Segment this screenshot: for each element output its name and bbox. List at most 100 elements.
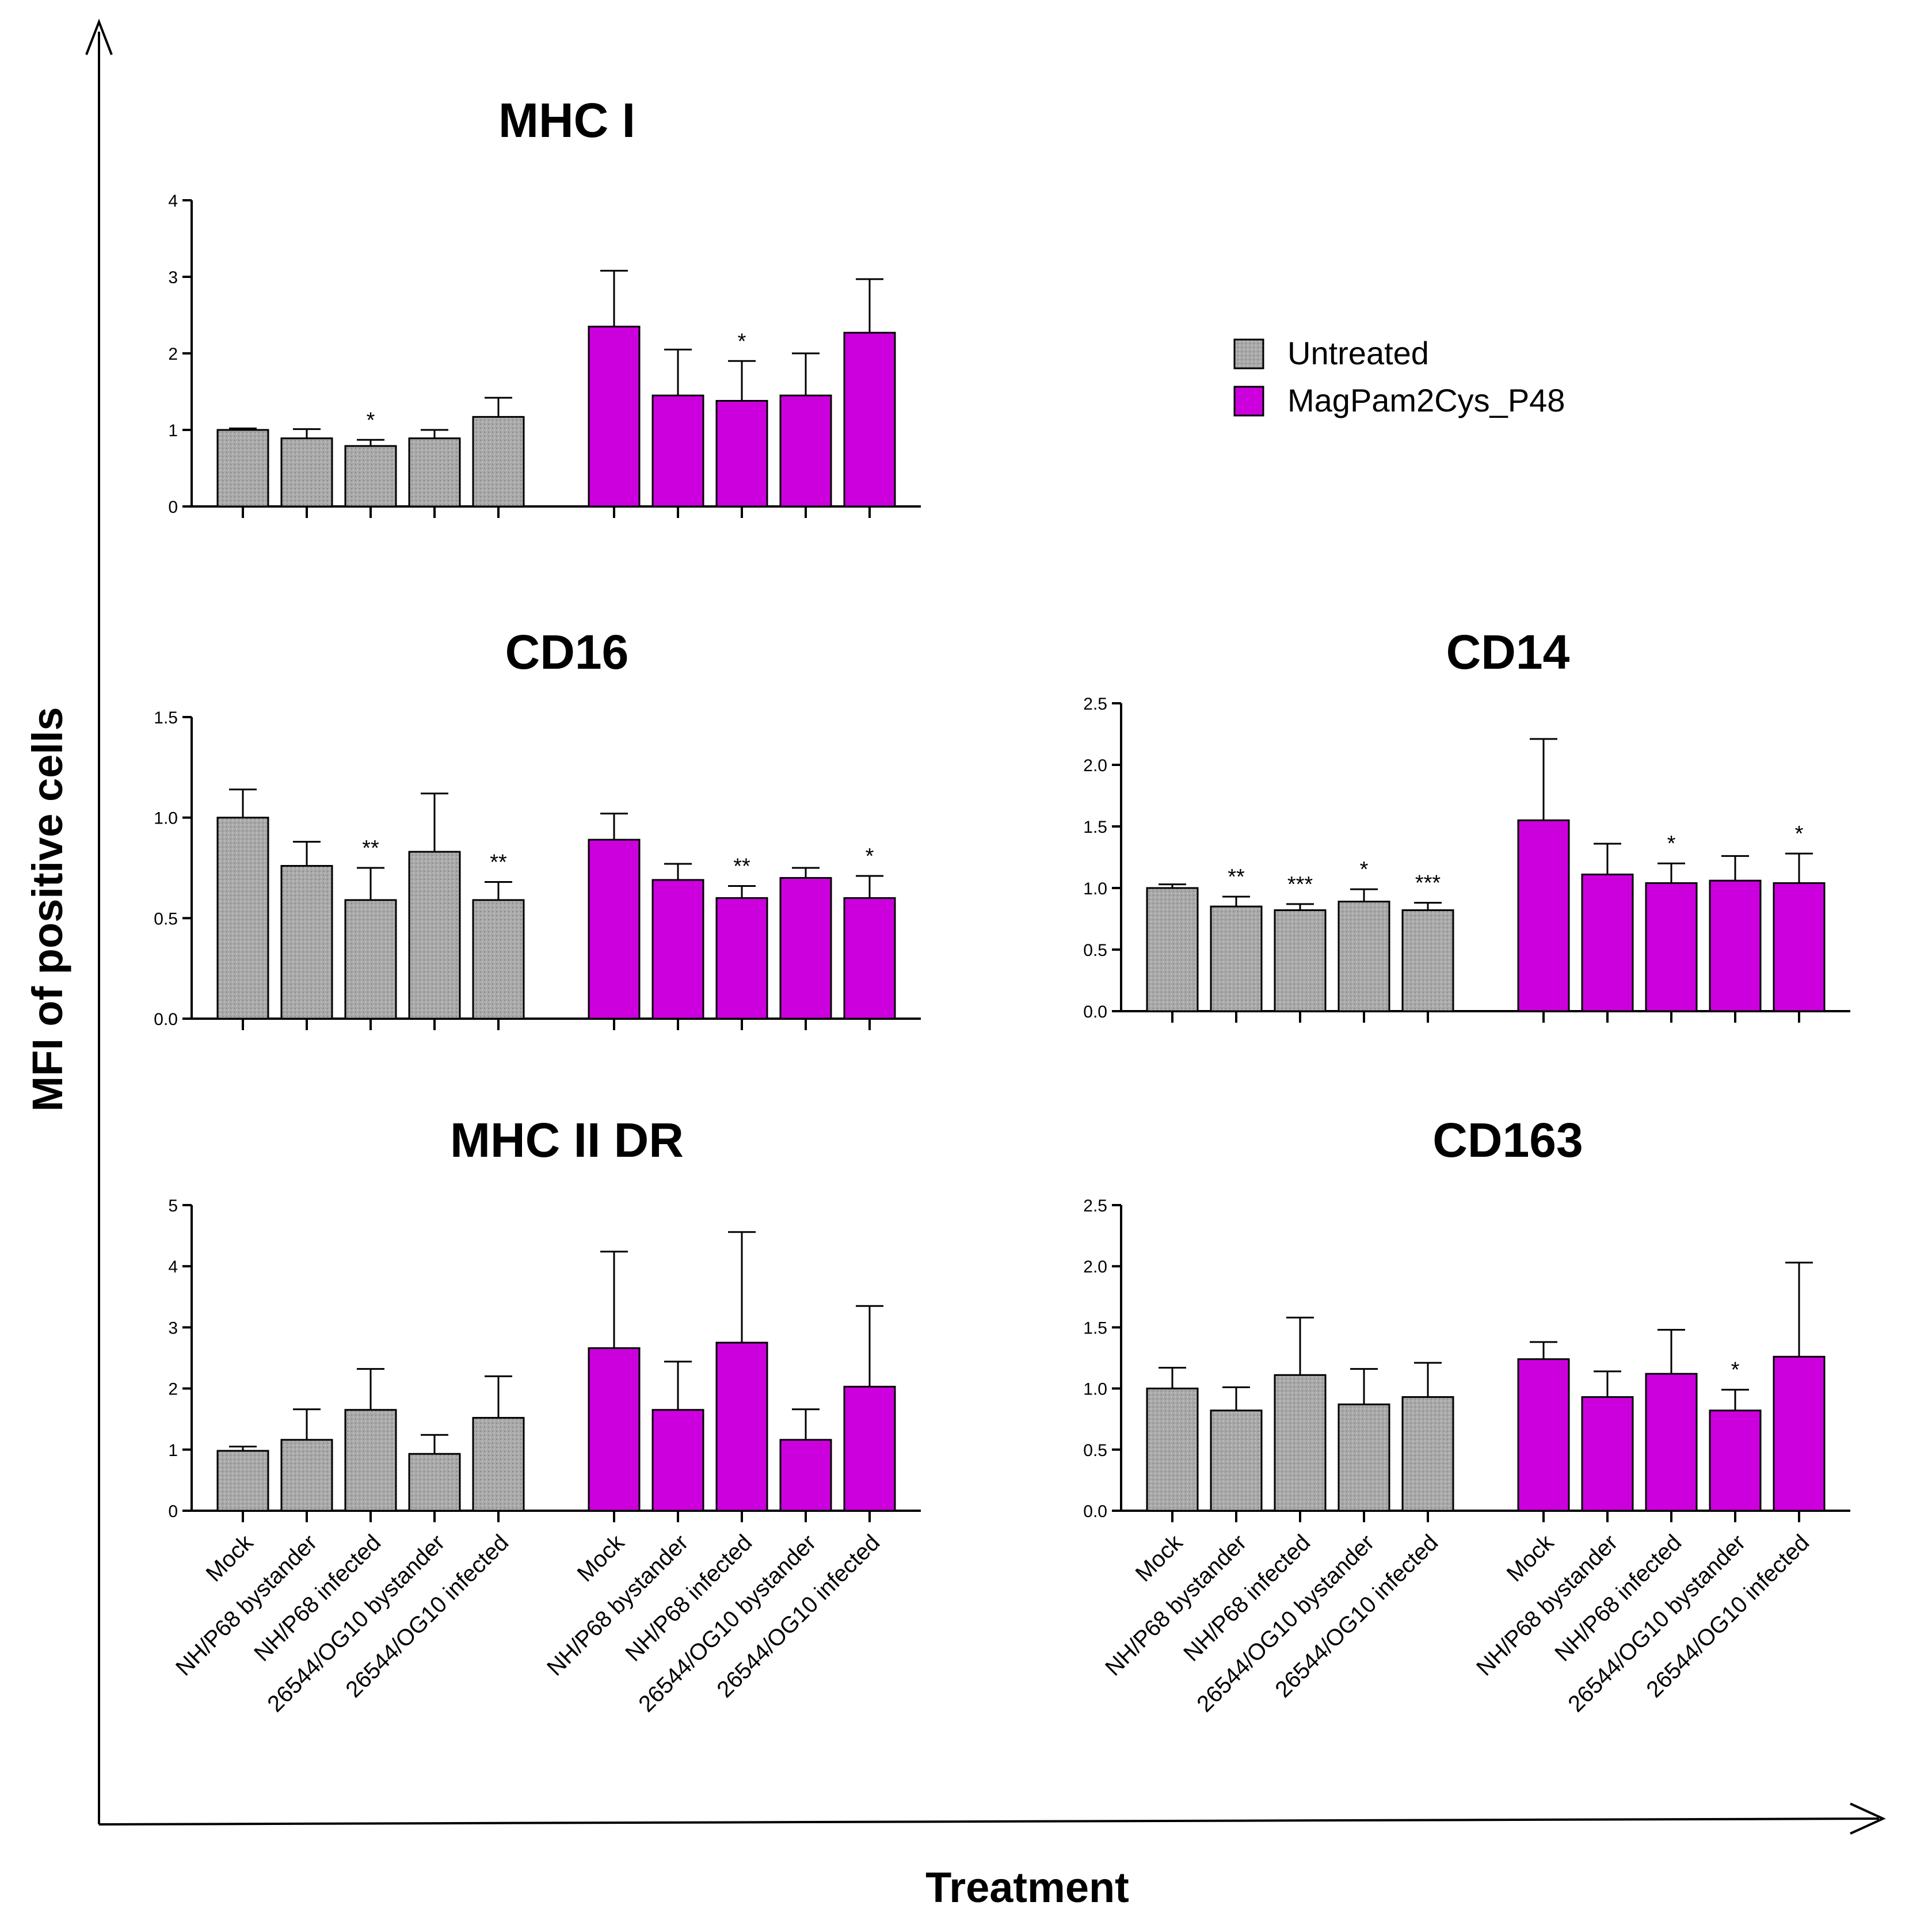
significance-untreated-26544-og10-infected: ** <box>490 850 507 874</box>
bar-magpam2cys-26544-og10-infected <box>843 331 896 508</box>
y-tick-label: 0.5 <box>154 909 178 928</box>
y-tick-label: 1.0 <box>1083 879 1107 898</box>
significance-untreated-nh-p68-infected: *** <box>1287 872 1313 897</box>
bar-magpam2cys-nh-p68-bystander <box>1581 873 1634 1012</box>
bar-magpam2cys-26544-og10-bystander <box>1709 879 1762 1012</box>
bar-untreated-nh-p68-bystander <box>280 437 333 508</box>
bar-magpam2cys-26544-og10-bystander <box>779 394 832 508</box>
figure-x-axis <box>98 1803 1886 1835</box>
significance-magpam2cys-26544-og10-infected: * <box>866 844 874 868</box>
bar-magpam2cys-nh-p68-bystander <box>651 879 704 1020</box>
bar-untreated-26544-og10-bystander <box>408 851 461 1020</box>
legend: Untreated MagPam2Cys_P48 <box>1233 335 1565 418</box>
bar-magpam2cys-nh-p68-bystander <box>1581 1396 1634 1512</box>
bar-untreated-26544-og10-bystander <box>408 1453 461 1512</box>
significance-magpam2cys-nh-p68-infected: * <box>738 329 746 353</box>
panel-title: CD163 <box>1432 1113 1583 1167</box>
y-tick-label: 0.5 <box>1083 941 1107 960</box>
bar-untreated-nh-p68-bystander <box>1210 905 1263 1012</box>
category-label-untreated-mock: Mock <box>201 1530 258 1587</box>
legend-item-untreated: Untreated <box>1233 335 1429 371</box>
y-tick-label: 1 <box>168 1441 178 1460</box>
bar-magpam2cys-26544-og10-bystander <box>779 877 832 1020</box>
y-tick-label: 2 <box>168 1380 178 1399</box>
figure-y-axis <box>85 18 113 1824</box>
significance-untreated-nh-p68-bystander: ** <box>1228 865 1245 889</box>
bar-magpam2cys-mock <box>588 1347 641 1512</box>
bar-magpam2cys-nh-p68-infected <box>715 897 768 1020</box>
bar-untreated-26544-og10-bystander <box>408 437 461 508</box>
y-tick-label: 2.0 <box>1083 756 1107 775</box>
significance-magpam2cys-26544-og10-infected: * <box>1795 822 1804 846</box>
bar-magpam2cys-nh-p68-infected <box>1645 1373 1698 1512</box>
bar-untreated-mock <box>216 817 269 1020</box>
y-tick-label: 2 <box>168 345 178 364</box>
bar-untreated-26544-og10-infected <box>472 1417 525 1512</box>
legend-label-untreated: Untreated <box>1287 335 1429 371</box>
bar-untreated-nh-p68-infected <box>344 445 397 508</box>
bar-magpam2cys-26544-og10-infected <box>843 897 896 1020</box>
bar-untreated-nh-p68-bystander <box>1210 1409 1263 1512</box>
bar-untreated-26544-og10-infected <box>1401 909 1454 1012</box>
legend-swatch-magpam2cys <box>1233 386 1264 417</box>
category-label-untreated-mock: Mock <box>1131 1530 1188 1587</box>
bar-magpam2cys-nh-p68-bystander <box>651 1409 704 1512</box>
bar-magpam2cys-26544-og10-bystander <box>1709 1409 1762 1512</box>
y-tick-label: 4 <box>168 192 178 211</box>
legend-item-magpam2cys: MagPam2Cys_P48 <box>1233 382 1565 418</box>
bar-untreated-26544-og10-infected <box>472 899 525 1020</box>
bar-untreated-26544-og10-infected <box>1401 1396 1454 1512</box>
bar-untreated-26544-og10-bystander <box>1338 1403 1390 1512</box>
y-tick-label: 2.5 <box>1083 695 1107 714</box>
significance-magpam2cys-nh-p68-infected: ** <box>733 854 750 878</box>
panel-title: CD14 <box>1446 625 1570 679</box>
significance-untreated-26544-og10-infected: *** <box>1415 871 1441 895</box>
panel-cd16: CD16 0.00.51.01.5**** ** * <box>154 625 921 1030</box>
bar-untreated-26544-og10-infected <box>472 416 525 508</box>
bar-magpam2cys-nh-p68-infected <box>715 399 768 508</box>
bar-magpam2cys-nh-p68-bystander <box>651 394 704 508</box>
bar-untreated-mock <box>1146 1388 1199 1512</box>
y-tick-label: 0 <box>168 1502 178 1521</box>
legend-label-magpam2cys: MagPam2Cys_P48 <box>1287 382 1565 418</box>
bar-untreated-nh-p68-bystander <box>280 865 333 1020</box>
bar-magpam2cys-nh-p68-infected <box>1645 882 1698 1012</box>
y-tick-label: 5 <box>168 1196 178 1215</box>
bar-magpam2cys-mock <box>1517 819 1570 1012</box>
x-axis-title: Treatment <box>925 1864 1129 1911</box>
bar-magpam2cys-26544-og10-infected <box>843 1385 896 1512</box>
bar-untreated-mock <box>1146 887 1199 1012</box>
y-tick-label: 1 <box>168 421 178 440</box>
panel-mhc-i: MHC I 0 1 2 3 4 * * <box>168 93 921 518</box>
bar-untreated-26544-og10-bystander <box>1338 901 1390 1012</box>
bar-untreated-nh-p68-infected <box>344 899 397 1020</box>
significance-magpam2cys-26544-og10-bystander: * <box>1731 1358 1740 1382</box>
y-tick-label: 1.0 <box>1083 1380 1107 1399</box>
y-tick-label: 3 <box>168 268 178 287</box>
significance-magpam2cys-nh-p68-infected: * <box>1667 832 1676 856</box>
category-label-magpam2cys-mock: Mock <box>573 1530 630 1587</box>
y-tick-label: 0.5 <box>1083 1441 1107 1460</box>
panel-title: MHC I <box>498 93 635 147</box>
bar-untreated-nh-p68-infected <box>1274 909 1327 1012</box>
panel-title: CD16 <box>505 625 629 679</box>
panel-cd14: CD14 0.00.51.01.52.02.5** ******** * <box>1083 625 1850 1023</box>
y-tick-label: 1.5 <box>154 708 178 727</box>
y-tick-label: 2.5 <box>1083 1196 1107 1215</box>
y-tick-label: 4 <box>168 1257 178 1276</box>
bar-magpam2cys-nh-p68-infected <box>715 1342 768 1512</box>
bar-magpam2cys-26544-og10-bystander <box>779 1439 832 1512</box>
significance-untreated-26544-og10-bystander: * <box>1360 858 1369 882</box>
y-tick-label: 3 <box>168 1319 178 1337</box>
bar-magpam2cys-mock <box>588 325 641 508</box>
bar-untreated-mock <box>216 1450 269 1512</box>
significance-untreated-nh-p68-infected: * <box>367 408 375 432</box>
bar-untreated-nh-p68-bystander <box>280 1439 333 1512</box>
bar-untreated-nh-p68-infected <box>1274 1374 1327 1512</box>
significance-untreated-nh-p68-infected: ** <box>362 836 379 860</box>
y-tick-label: 1.5 <box>1083 818 1107 837</box>
